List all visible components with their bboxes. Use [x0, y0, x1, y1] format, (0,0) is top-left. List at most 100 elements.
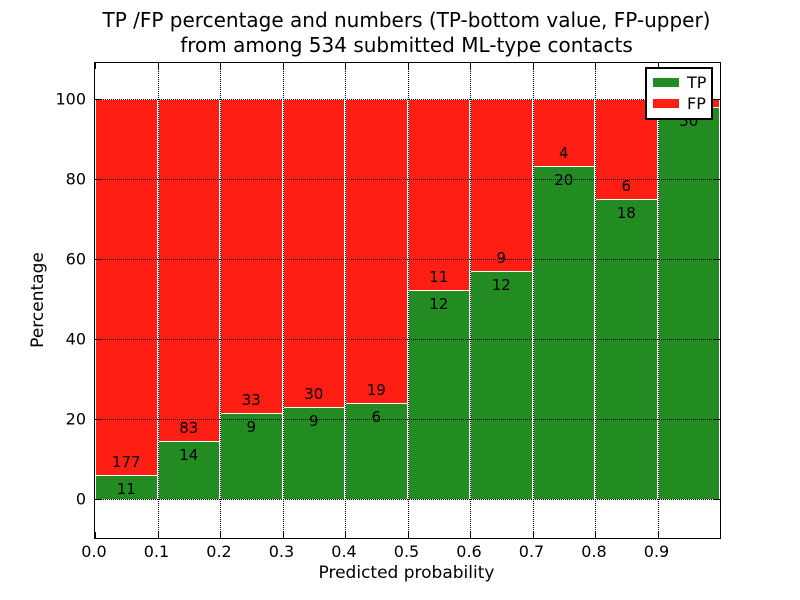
x-tickmark-top	[470, 63, 471, 69]
y-axis-label: Percentage	[28, 252, 48, 348]
bar-count-label-fp: 9	[496, 248, 507, 267]
bar-count-label-fp: 33	[241, 391, 261, 410]
bar-segment-tp	[157, 441, 220, 499]
x-tick-label: 0.7	[518, 542, 545, 561]
x-tick-label: 0.6	[456, 542, 482, 561]
bar-count-label-fp: 83	[179, 419, 199, 438]
bar-count-label-fp: 4	[558, 143, 569, 162]
y-tickmark-right	[714, 339, 720, 340]
x-gridline	[532, 63, 534, 538]
y-tick-label: 60	[65, 249, 86, 269]
chart-title: TP /FP percentage and numbers (TP-bottom…	[94, 8, 719, 58]
x-tickmark-bottom	[220, 532, 221, 538]
tp-legend-label: TP	[687, 72, 707, 92]
bar-segment-fp	[407, 99, 470, 291]
y-tickmark-right	[714, 99, 720, 100]
y-tick-label: 80	[65, 169, 86, 189]
bar-count-label-fp: 6	[621, 177, 632, 195]
x-gridline	[345, 63, 346, 538]
bar-segment-tp	[595, 199, 658, 499]
x-tickmark-bottom	[595, 532, 596, 538]
x-tickmark-top	[157, 63, 159, 69]
x-tickmark-top	[657, 63, 659, 69]
bar-segment-tp	[282, 406, 345, 499]
fp-legend-label: FP	[687, 93, 706, 113]
x-tickmark-bottom	[95, 532, 96, 538]
bar-count-label-tp: 12	[429, 295, 449, 314]
x-axis-label: Predicted probability	[318, 563, 495, 583]
x-tickmark-bottom	[532, 532, 534, 538]
x-tick-label: 0.2	[206, 542, 232, 561]
bar-count-label-tp: 18	[616, 204, 636, 222]
x-tickmark-bottom	[157, 532, 159, 538]
tp-legend-swatch	[653, 78, 679, 87]
x-tick-label: 0.0	[81, 542, 107, 561]
bar-count-label-tp: 20	[554, 170, 574, 189]
bar-count-label-tp: 14	[179, 446, 199, 465]
y-tickmark-right	[714, 499, 720, 500]
bar-count-label-tp: 6	[371, 408, 382, 426]
bar-segment-fp	[532, 99, 595, 166]
x-gridline	[157, 63, 159, 538]
legend: TP FP	[645, 67, 713, 120]
x-tickmark-top	[345, 63, 346, 69]
x-tick-label: 0.5	[393, 542, 420, 561]
x-tickmark-top	[220, 63, 221, 69]
fp-legend-swatch	[653, 99, 679, 108]
x-tickmark-top	[532, 63, 534, 69]
x-tickmark-top	[95, 63, 96, 69]
bar-count-label-tp: 9	[308, 411, 319, 430]
bar-count-label-fp: 19	[366, 381, 386, 399]
y-tickmark-left	[95, 419, 101, 420]
x-tickmark-bottom	[282, 532, 284, 538]
y-tick-label: 40	[65, 329, 86, 349]
x-tickmark-top	[407, 63, 409, 69]
bar-segment-fp	[282, 99, 345, 407]
x-tick-label: 0.1	[143, 542, 170, 561]
y-tickmark-right	[714, 259, 720, 260]
x-gridline	[220, 63, 221, 538]
y-tickmark-left	[95, 499, 101, 500]
x-tickmark-bottom	[407, 532, 409, 538]
y-tick-label: 0	[75, 489, 86, 509]
bar-segment-tp	[532, 165, 595, 499]
y-tickmark-right	[714, 419, 720, 420]
x-tick-label: 0.8	[581, 542, 607, 561]
y-tickmark-left	[95, 179, 101, 180]
y-tickmark-right	[714, 179, 720, 180]
bar-segment-tp	[407, 290, 470, 499]
y-tick-label: 20	[65, 409, 86, 429]
bar-count-label-tp: 11	[116, 480, 136, 499]
x-tickmark-bottom	[345, 532, 346, 538]
bar-count-label-fp: 177	[111, 453, 141, 472]
bar-count-label-tp: 9	[246, 418, 257, 437]
bar-segment-tp	[470, 270, 533, 499]
x-tickmark-bottom	[657, 532, 659, 538]
bar-segment-fp	[470, 99, 533, 271]
bar-count-label-fp: 11	[429, 268, 449, 287]
bar-count-label-tp: 12	[491, 275, 511, 294]
y-tickmark-left	[95, 99, 101, 100]
bar-count-label-fp: 30	[304, 384, 324, 403]
bar-segment-fp	[95, 99, 158, 476]
y-tickmark-left	[95, 259, 101, 260]
chart-title-line2: from among 534 submitted ML-type contact…	[180, 33, 633, 57]
x-tick-label: 0.9	[643, 542, 670, 561]
x-gridline	[657, 63, 659, 538]
x-tick-label: 0.4	[331, 542, 357, 561]
x-tickmark-bottom	[720, 532, 721, 538]
x-gridline	[407, 63, 409, 538]
plot-area: 11 177 14 83 9 33 9 30 6 19 12 11 12 9 20 4 18 6 50	[94, 62, 721, 539]
y-tickmark-left	[95, 339, 101, 340]
legend-item-tp: TP	[653, 72, 707, 93]
x-tickmark-top	[282, 63, 284, 69]
x-tickmark-top	[720, 63, 721, 69]
bar-segment-tp	[657, 107, 720, 499]
chart-title-line1: TP /FP percentage and numbers (TP-bottom…	[102, 8, 711, 32]
bar-segment-fp	[220, 99, 283, 414]
x-gridline	[470, 63, 471, 538]
legend-item-fp: FP	[653, 93, 706, 114]
x-tickmark-bottom	[470, 532, 471, 538]
bar-segment-tp	[220, 413, 283, 499]
